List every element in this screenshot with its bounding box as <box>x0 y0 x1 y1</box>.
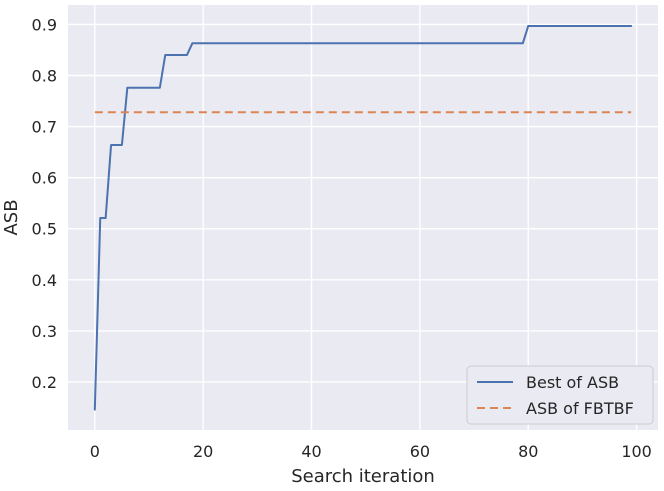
y-tick-label: 0.8 <box>32 66 57 85</box>
y-tick-label: 0.5 <box>32 220 57 239</box>
grid-layer <box>68 5 658 430</box>
legend: Best of ASB ASB of FBTBF <box>466 365 654 425</box>
x-axis-label: Search iteration <box>291 466 435 487</box>
y-tick-label: 0.9 <box>32 15 57 34</box>
x-tick-label: 0 <box>90 442 100 461</box>
y-axis-label: ASB <box>1 199 22 235</box>
tick-layer: 0 20 40 60 80 100 0.2 0.3 0.4 0.5 0.6 0.7 0.8 0.9 <box>32 15 652 461</box>
x-tick-label: 100 <box>621 442 652 461</box>
x-tick-label: 60 <box>410 442 430 461</box>
legend-label-asb-of-fbtbf: ASB of FBTBF <box>526 399 634 418</box>
y-tick-label: 0.4 <box>32 271 57 290</box>
x-tick-label: 80 <box>518 442 538 461</box>
series-layer <box>93 24 633 411</box>
legend-box <box>466 365 654 425</box>
x-tick-label: 20 <box>193 442 213 461</box>
x-tick-label: 40 <box>301 442 321 461</box>
y-tick-label: 0.6 <box>32 169 57 188</box>
series-line-best-of-asb <box>93 24 633 411</box>
y-tick-label: 0.7 <box>32 118 57 137</box>
y-tick-label: 0.3 <box>32 322 57 341</box>
legend-label-best-of-asb: Best of ASB <box>526 373 619 392</box>
y-tick-label: 0.2 <box>32 373 57 392</box>
